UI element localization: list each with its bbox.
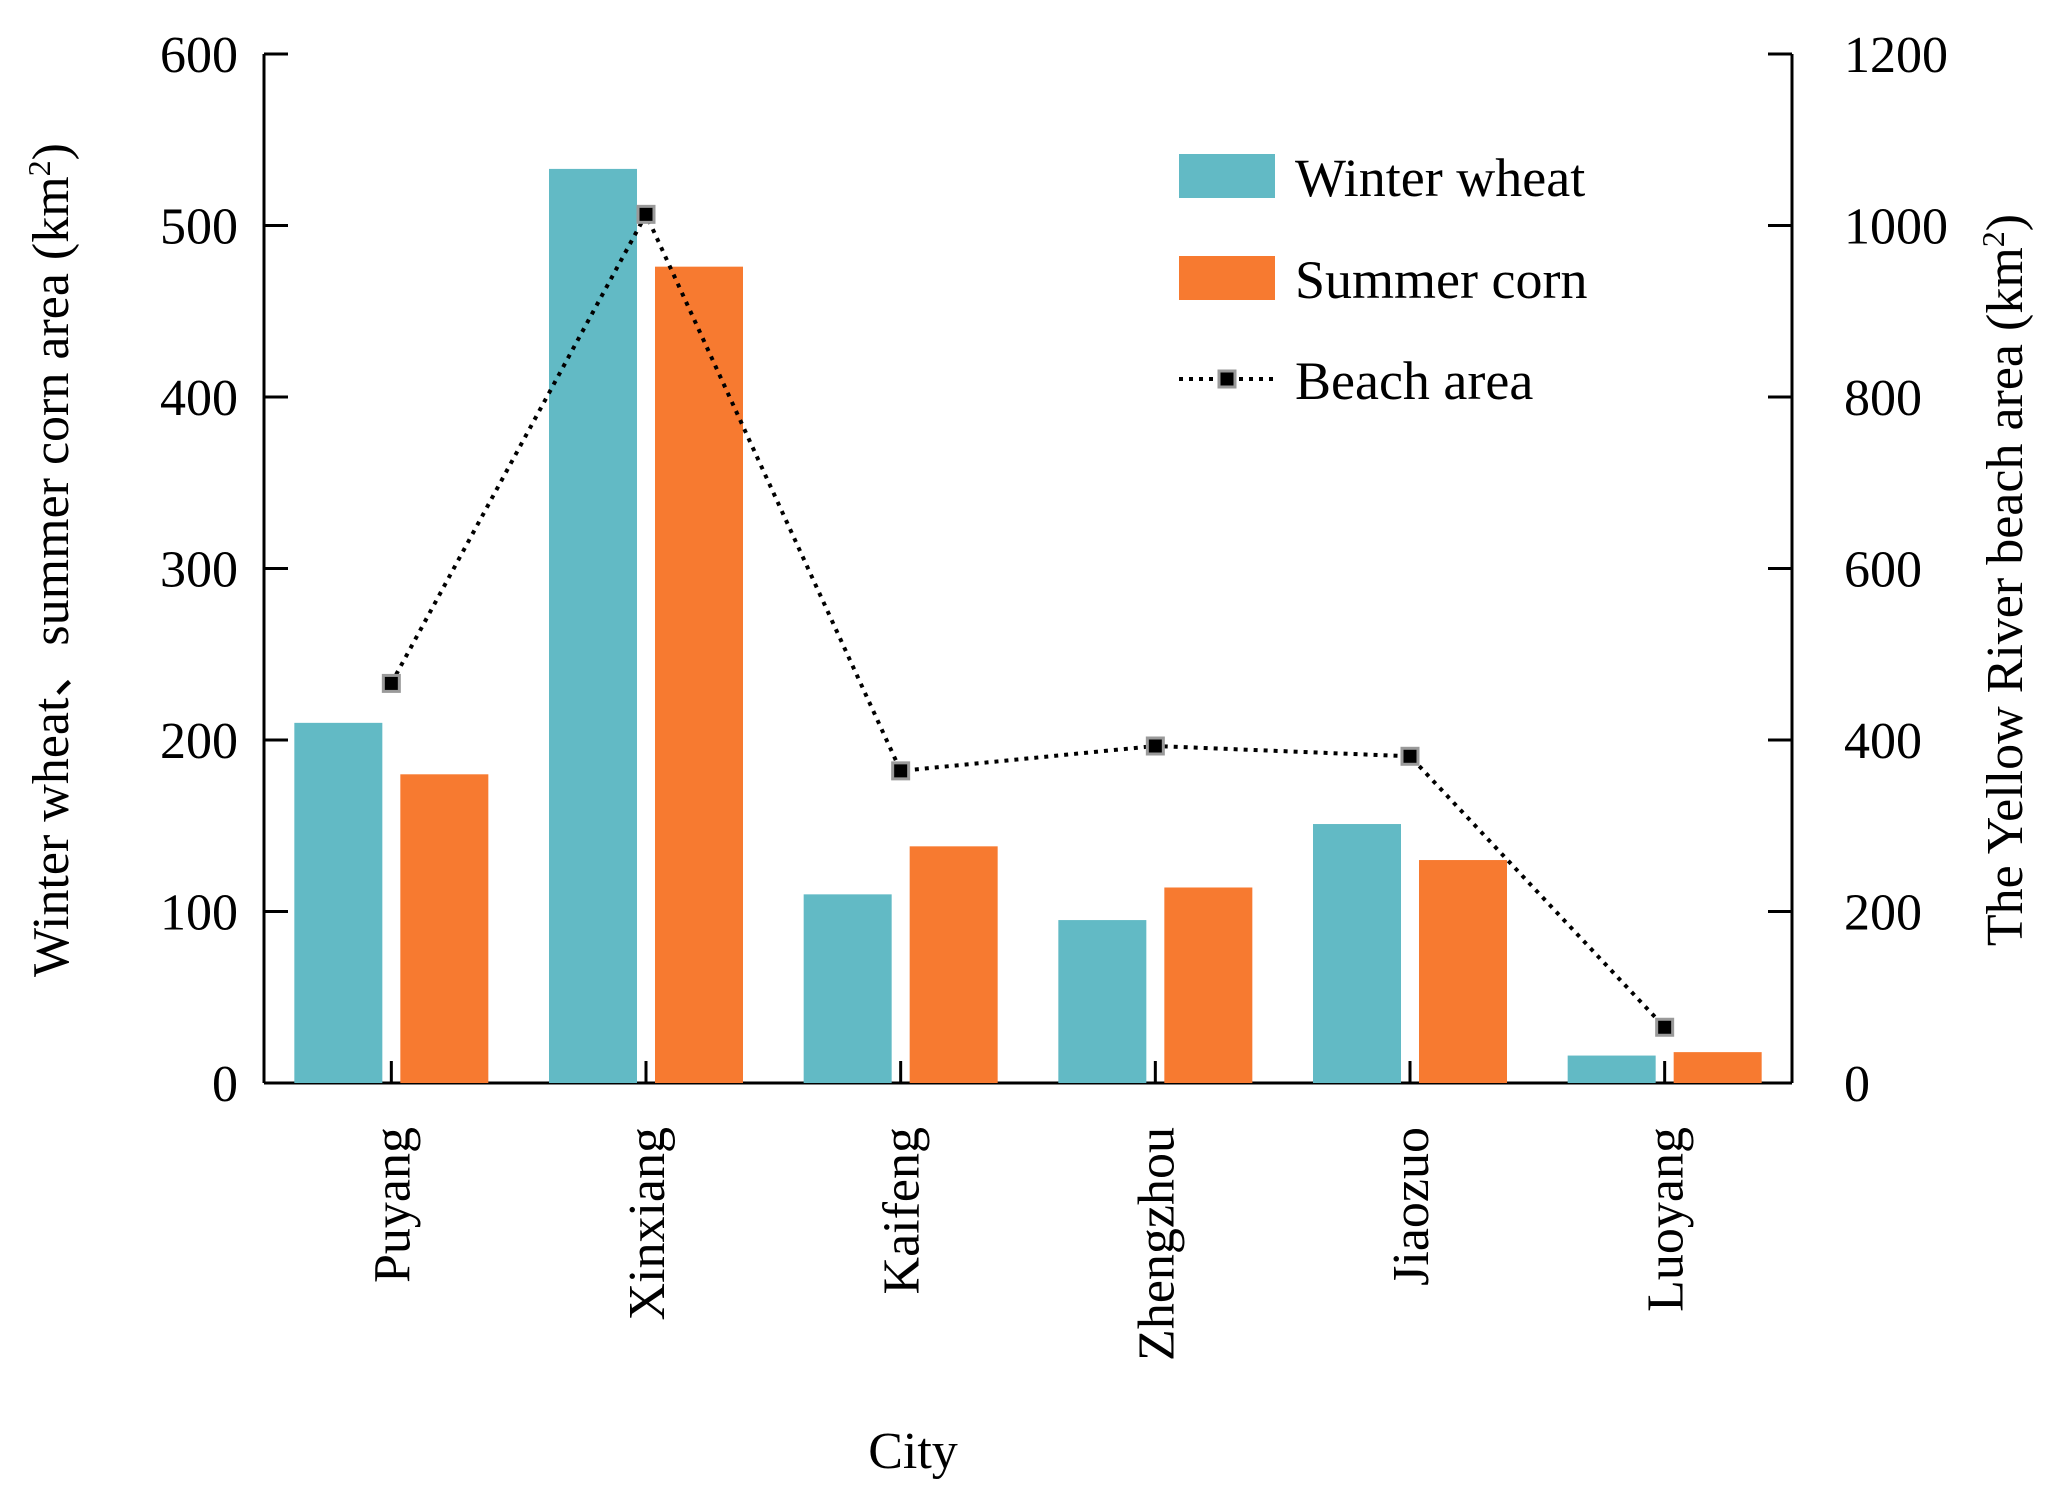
beach-area-point-kaifeng xyxy=(891,761,911,781)
bar-summer-corn-xinxiang xyxy=(655,266,743,1083)
x-category-label-zhengzhou: Zhengzhou xyxy=(1128,1127,1185,1361)
right-y-axis-title: The Yellow River beach area (km2) xyxy=(1975,214,2034,946)
beach-area-point-luoyang xyxy=(1655,1017,1675,1037)
x-category-label-kaifeng: Kaifeng xyxy=(874,1127,931,1294)
right-y-tick-label: 200 xyxy=(1844,885,1922,942)
bars-layer xyxy=(294,168,1762,1083)
left-y-tick-label: 300 xyxy=(160,542,238,599)
right-y-tick-label: 400 xyxy=(1844,713,1922,770)
left-y-tick-label: 0 xyxy=(212,1056,238,1113)
x-category-label-luoyang: Luoyang xyxy=(1638,1127,1695,1312)
left-y-axis-title: Winter wheat、summer corn area (km2) xyxy=(21,143,80,977)
right-y-tick-label: 1000 xyxy=(1844,199,1948,256)
bar-summer-corn-zhengzhou xyxy=(1164,887,1253,1083)
labels-layer: 0 100 200 300 400 500 600 0 200 400 600 800 1000 1200… xyxy=(160,27,1948,1361)
right-y-tick-label: 800 xyxy=(1844,370,1922,427)
right-y-tick-label: 0 xyxy=(1844,1056,1870,1113)
bar-winter-wheat-puyang xyxy=(294,722,383,1083)
bar-summer-corn-luoyang xyxy=(1673,1052,1762,1083)
bar-winter-wheat-luoyang xyxy=(1567,1055,1656,1083)
x-category-label-xinxiang: Xinxiang xyxy=(619,1127,676,1321)
left-y-axis-title-main: Winter wheat、summer corn area (km xyxy=(23,176,80,977)
legend-label-beach-area: Beach area xyxy=(1295,351,1533,411)
left-y-tick-label: 600 xyxy=(160,27,238,84)
beach-area-line-layer xyxy=(381,204,1675,1037)
bar-summer-corn-puyang xyxy=(400,774,489,1083)
bar-winter-wheat-xinxiang xyxy=(549,168,637,1083)
legend-marker-beach-area xyxy=(1217,369,1237,389)
right-y-axis-title-main: The Yellow River beach area (km xyxy=(1977,247,2034,946)
bar-summer-corn-kaifeng xyxy=(909,846,998,1083)
legend-swatch-summer-corn xyxy=(1179,256,1275,300)
legend-label-winter-wheat: Winter wheat xyxy=(1295,148,1585,208)
bar-winter-wheat-zhengzhou xyxy=(1058,920,1147,1083)
legend-swatch-winter-wheat xyxy=(1179,154,1275,198)
beach-area-point-zhengzhou xyxy=(1145,736,1165,756)
x-category-label-puyang: Puyang xyxy=(364,1127,421,1283)
legend-label-summer-corn: Summer corn xyxy=(1295,250,1587,310)
legend: Winter wheat Summer corn Beach area xyxy=(1179,148,1587,411)
beach-area-point-xinxiang xyxy=(636,204,656,224)
left-y-axis-title-end: ) xyxy=(23,143,80,160)
beach-area-line xyxy=(389,209,1667,1029)
left-y-axis-title-sup: 2 xyxy=(21,160,57,176)
bar-winter-wheat-jiaozuo xyxy=(1313,824,1401,1083)
beach-area-point-puyang xyxy=(381,673,401,693)
left-y-tick-label: 100 xyxy=(160,885,238,942)
right-y-axis-title-sup: 2 xyxy=(1975,231,2011,247)
bar-winter-wheat-kaifeng xyxy=(803,894,892,1083)
x-category-label-jiaozuo: Jiaozuo xyxy=(1383,1127,1440,1286)
right-y-tick-label: 600 xyxy=(1844,542,1922,599)
left-y-tick-label: 500 xyxy=(160,199,238,256)
left-y-tick-label: 400 xyxy=(160,370,238,427)
right-y-tick-label: 1200 xyxy=(1844,27,1948,84)
bar-summer-corn-jiaozuo xyxy=(1419,860,1507,1083)
left-y-tick-label: 200 xyxy=(160,713,238,770)
right-y-axis-title-end: ) xyxy=(1977,214,2034,231)
axes-layer xyxy=(262,52,1794,1085)
beach-area-point-jiaozuo xyxy=(1400,746,1420,766)
x-axis-title: City xyxy=(868,1423,958,1480)
